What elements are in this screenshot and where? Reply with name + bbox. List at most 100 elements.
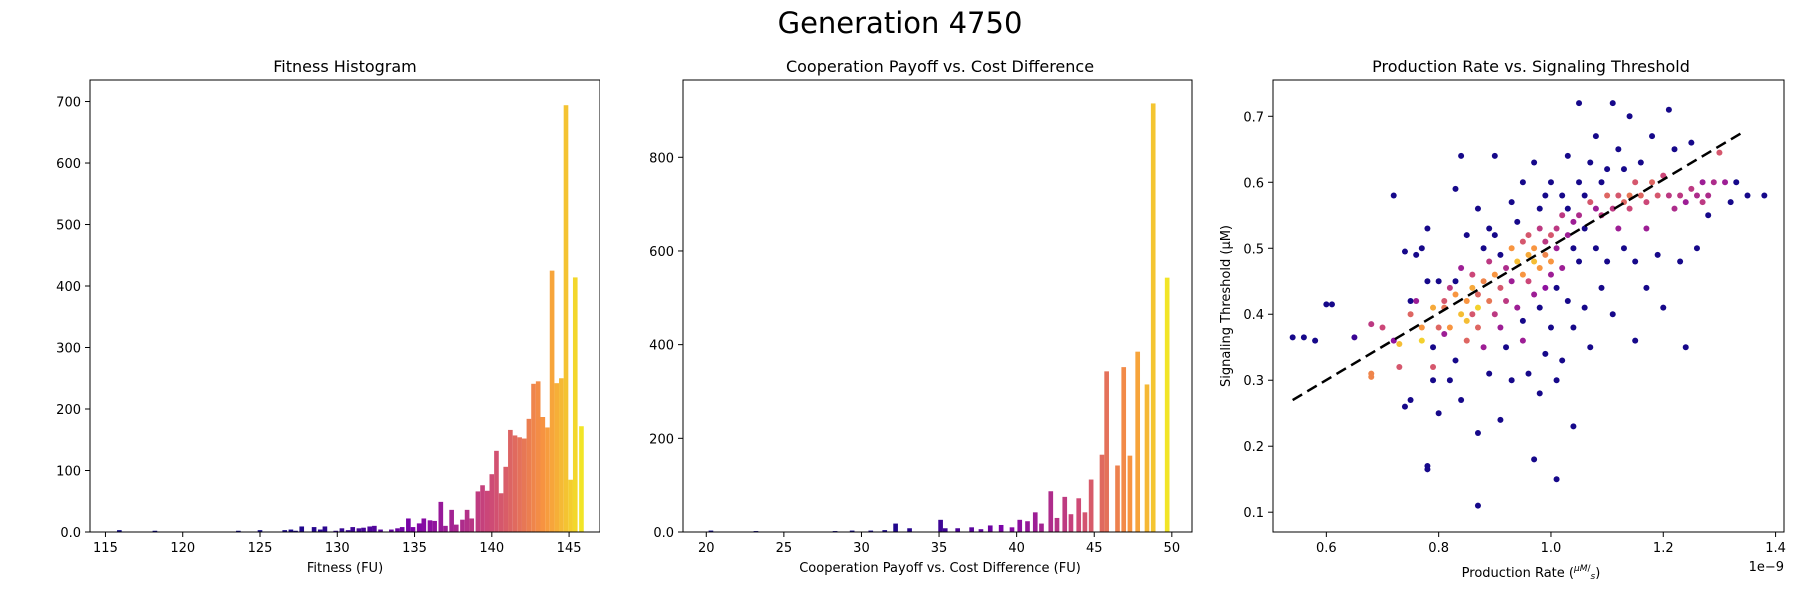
bar: [350, 527, 356, 532]
x-ticks-group: 115 120 125 130 135 140 145: [93, 532, 582, 556]
scatter-point: [1542, 192, 1549, 199]
chart-title: Fitness Histogram: [273, 57, 417, 76]
scatter-point: [1508, 245, 1515, 252]
scatter-point: [1620, 245, 1627, 252]
scatter-point: [1418, 245, 1425, 252]
scatter-point: [1553, 225, 1560, 232]
scatter-point: [1536, 225, 1543, 232]
figure-title: Generation 4750: [777, 6, 1023, 40]
bar: [449, 509, 454, 532]
x-axis-label: Production Rate (μM/s): [1462, 564, 1601, 582]
scatter-point: [1536, 205, 1543, 212]
x-tick-label: 115: [93, 541, 118, 556]
bar: [1144, 384, 1150, 532]
scatter-point: [1514, 218, 1521, 225]
bar: [489, 474, 495, 532]
scatter-point: [1463, 298, 1470, 305]
scatter-point: [1452, 357, 1459, 364]
y-tick-label: 600: [56, 157, 81, 172]
scatter-point: [1592, 133, 1599, 140]
bar: [345, 530, 351, 532]
scatter-point: [1458, 311, 1465, 318]
scatter-point: [1615, 225, 1622, 232]
scatter-point: [1570, 423, 1577, 430]
y-axis-label: Signaling Threshold (μM): [1219, 225, 1234, 387]
scatter-point: [1581, 304, 1588, 311]
bar: [882, 530, 888, 532]
scatter-point: [1531, 245, 1538, 252]
scatter-point: [1531, 258, 1538, 265]
scatter-point: [1609, 100, 1616, 107]
bar: [938, 519, 943, 532]
x-tick-label: 135: [402, 541, 427, 556]
bar: [942, 528, 948, 532]
scatter-point: [1323, 301, 1330, 308]
scatter-point: [1458, 397, 1465, 404]
bar: [406, 518, 411, 532]
scatter-point: [1474, 304, 1481, 311]
scatter-point: [1491, 311, 1498, 318]
scatter-point: [1587, 344, 1594, 351]
bar: [907, 528, 912, 532]
scatter-point: [1458, 152, 1465, 159]
scatter-point: [1463, 317, 1470, 324]
bar: [484, 490, 490, 532]
bar: [460, 519, 465, 532]
scatter-point: [1441, 298, 1448, 305]
scatter-point: [1424, 278, 1431, 285]
scatter-point: [1705, 212, 1712, 219]
scatter-point: [1699, 179, 1706, 186]
scatter-point: [1553, 377, 1560, 384]
bar: [1068, 514, 1074, 532]
bar: [568, 479, 573, 532]
scatter-point: [1413, 251, 1420, 258]
scatter-point: [1620, 166, 1627, 173]
scatter-point: [1637, 159, 1644, 166]
y-tick-label: 600: [649, 245, 674, 260]
y-tick-label: 0.2: [1243, 440, 1264, 455]
bar: [978, 529, 984, 532]
bar: [378, 529, 383, 532]
scatter-point: [1531, 291, 1538, 298]
x-tick-label: 35: [931, 541, 948, 556]
scatter-point: [1559, 357, 1566, 364]
scatter-point: [1716, 149, 1723, 156]
scatter-point: [1435, 278, 1442, 285]
scatter-point: [1486, 298, 1493, 305]
scatter-point: [1401, 248, 1408, 255]
bar: [464, 509, 470, 532]
bar: [535, 381, 541, 532]
x-tick-label: 120: [170, 541, 195, 556]
scatter-point: [1665, 192, 1672, 199]
y-tick-label: 0.4: [1243, 308, 1264, 323]
scatter-point: [1553, 245, 1560, 252]
scatter-point: [1576, 212, 1583, 219]
scatter-point: [1559, 212, 1566, 219]
scatter-point: [1368, 321, 1375, 328]
scatter-point: [1682, 199, 1689, 206]
bar: [526, 418, 532, 532]
bar: [1048, 491, 1054, 532]
x-axis-label-fraction-sep: /: [1588, 564, 1592, 574]
scatter-point: [1553, 476, 1560, 483]
bar: [494, 450, 499, 532]
scatter-point: [1592, 205, 1599, 212]
bar: [1088, 479, 1094, 532]
bars-group: [117, 105, 584, 532]
scatter-point: [1609, 205, 1616, 212]
scatter-point: [1671, 205, 1678, 212]
bar: [1164, 277, 1170, 532]
bar: [563, 105, 569, 532]
bar: [549, 270, 555, 532]
scatter-point: [1503, 265, 1510, 272]
scatter-point: [1531, 159, 1538, 166]
scatter-point: [1441, 331, 1448, 338]
scatter-point: [1547, 232, 1554, 239]
bar: [288, 529, 294, 532]
y-tick-label: 400: [56, 280, 81, 295]
scatter-point: [1424, 225, 1431, 232]
scatter-point: [1592, 245, 1599, 252]
scatter-point: [1407, 311, 1414, 318]
scatter-point: [1649, 133, 1656, 140]
